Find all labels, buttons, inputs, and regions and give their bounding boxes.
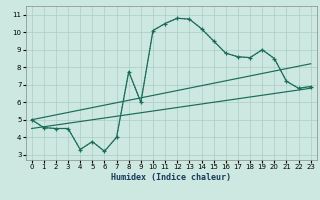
X-axis label: Humidex (Indice chaleur): Humidex (Indice chaleur): [111, 173, 231, 182]
